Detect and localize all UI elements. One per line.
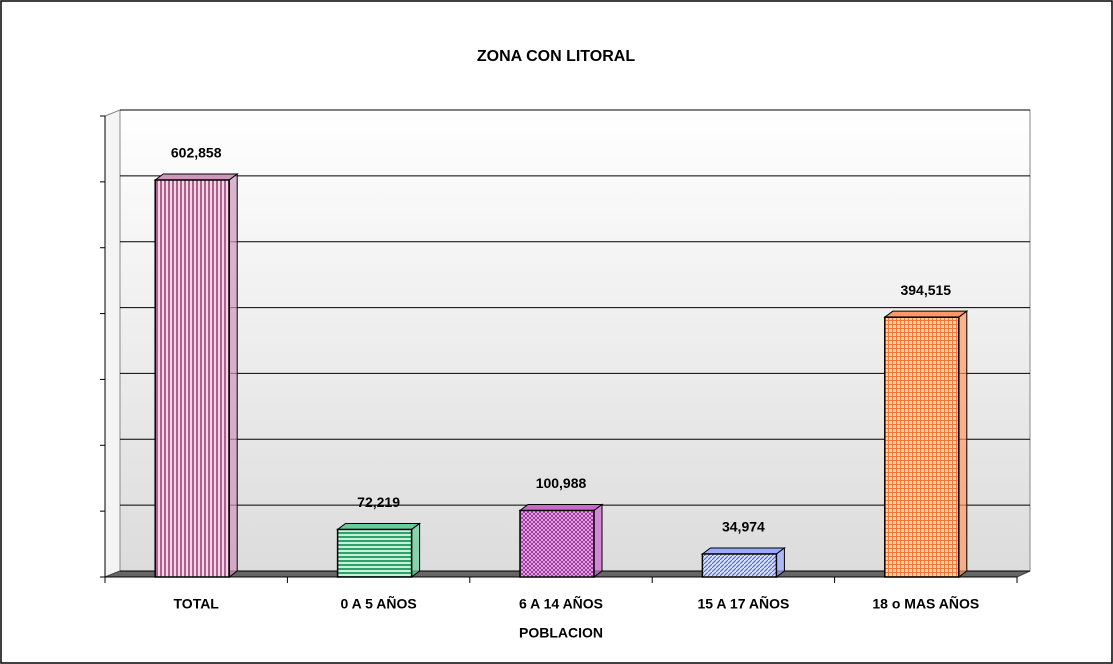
- bar-face: [958, 310, 968, 578]
- value-label: 602,858: [171, 145, 222, 161]
- bar-face: [228, 172, 238, 578]
- bar-face: [336, 522, 422, 530]
- x-tick-label: 6 A 14 AÑOS: [519, 595, 603, 612]
- bar: [336, 522, 422, 578]
- bar-face: [701, 553, 778, 578]
- bar-face: [593, 503, 603, 578]
- x-axis-title: POBLACION: [519, 625, 603, 641]
- value-label: 100,988: [536, 475, 587, 491]
- x-tick-label: TOTAL: [174, 596, 220, 612]
- x-tick-label: 0 A 5 AÑOS: [340, 595, 416, 612]
- value-label: 394,515: [900, 282, 951, 298]
- plot-area: [104, 109, 1031, 578]
- bar: [883, 310, 969, 578]
- bar: [518, 503, 604, 578]
- side-wall: [104, 109, 121, 578]
- bar-face: [154, 179, 230, 578]
- bar-face: [336, 528, 413, 578]
- x-tick-label: 18 o MAS AÑOS: [872, 595, 979, 612]
- bar-face: [884, 316, 960, 578]
- bar-face: [518, 503, 604, 511]
- value-label: 72,219: [357, 494, 400, 510]
- bar-face: [411, 522, 421, 578]
- bar-face: [153, 173, 239, 181]
- bar-face: [700, 547, 786, 555]
- chart-title: ZONA CON LITORAL: [477, 48, 635, 65]
- bar: [700, 546, 786, 578]
- bar: [153, 172, 239, 578]
- bar-face: [883, 310, 969, 318]
- x-tick-label: 15 A 17 AÑOS: [697, 595, 789, 612]
- back-wall: [119, 109, 1031, 572]
- value-label: 34,974: [722, 519, 765, 535]
- bar-face: [519, 509, 595, 578]
